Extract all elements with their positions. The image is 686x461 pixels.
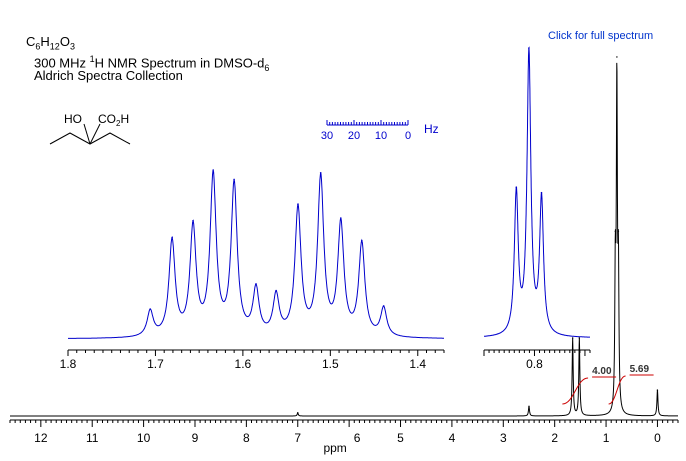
main-peak-0 [297, 412, 299, 414]
main-tick-label: 1 [603, 431, 610, 445]
main-x-axis-label: ppm [323, 441, 346, 455]
hz-scale-label: 30 [321, 130, 333, 142]
expansion-methyl-trace [484, 46, 590, 338]
structure-ho-label: HO [64, 112, 82, 126]
full-spectrum-link[interactable]: Click for full spectrum [548, 30, 654, 42]
main-tick-label: 9 [192, 431, 199, 445]
expansion-methylene-peak-1 [171, 236, 173, 239]
expansion-methylene-peak-4 [233, 178, 235, 181]
expansion-methylene-peak-2 [192, 220, 194, 222]
main-tick-label: 5 [397, 431, 404, 445]
expansion-methylene-tick-label: 1.6 [235, 357, 252, 371]
main-peak-6 [617, 230, 620, 232]
main-peak-2 [572, 337, 574, 339]
hz-scale: 30 20 10 0 Hz [321, 120, 439, 142]
hz-scale-label: 0 [405, 130, 411, 142]
expansion-methylene-trace [68, 170, 444, 339]
expansion-methylene-tick-label: 1.7 [147, 357, 164, 371]
main-tick-label: 0 [654, 431, 661, 445]
main-tick-label: 6 [354, 431, 361, 445]
structure-cooh-label: CO2H [98, 112, 129, 128]
main-tick-label: 12 [34, 431, 48, 445]
hz-scale-label: 10 [375, 130, 387, 142]
expansion-methyl-tick-label: 0.8 [526, 357, 543, 371]
expansion-methyl-peak-1 [528, 47, 530, 49]
main-peak-5 [616, 56, 618, 58]
main-spectrum-trace [10, 62, 678, 417]
integral-label-1: 5.69 [630, 364, 650, 375]
molecular-formula: C6H12O3 [26, 34, 75, 52]
integral-label-0: 4.00 [592, 366, 612, 377]
expansion-methylene-peak-6 [275, 289, 277, 292]
expansion-methyl: 0.8 [483, 46, 591, 371]
expansion-methylene-peak-10 [361, 239, 363, 242]
expansion-methylene-peak-3 [212, 169, 214, 171]
integral-curve-0 [562, 377, 589, 405]
expansion-methylene-tick-label: 1.8 [60, 357, 77, 371]
molecule-structure [49, 123, 131, 145]
main-peak-4 [614, 230, 616, 232]
expansion-methylene-tick-label: 1.5 [322, 357, 339, 371]
main-tick-label: 3 [500, 431, 507, 445]
expansion-methylene-peak-5 [255, 283, 257, 285]
main-tick-label: 8 [243, 431, 250, 445]
expansion-methylene-tick-label: 1.4 [409, 357, 426, 371]
expansion-methylene-peak-0 [149, 308, 151, 310]
expansion-methyl-peak-2 [540, 191, 543, 194]
main-tick-label: 2 [551, 431, 558, 445]
integral-curve-1 [608, 375, 626, 405]
main-peak-7 [656, 389, 659, 391]
main-peak-3 [578, 337, 580, 339]
structure-oh-bond [83, 123, 91, 145]
main-tick-label: 11 [86, 431, 99, 445]
main-tick-label: 7 [294, 431, 301, 445]
collection-name: Aldrich Spectra Collection [34, 68, 183, 83]
main-tick-label: 10 [137, 431, 151, 445]
expansion-methylene-peak-9 [340, 217, 342, 219]
expansion-methylene-peak-8 [319, 172, 322, 174]
main-peak-1 [528, 405, 530, 407]
expansion-methylene-peak-7 [297, 203, 299, 205]
expansion-methylene-peak-11 [382, 305, 385, 307]
expansion-methyl-peak-0 [515, 186, 518, 188]
hz-scale-label: 20 [348, 130, 360, 142]
expansion-methylene: 1.8 1.7 1.6 1.5 1.4 [60, 169, 445, 371]
main-tick-label: 4 [449, 431, 456, 445]
hz-unit-label: Hz [424, 122, 439, 136]
structure-cooh-bond [89, 123, 101, 145]
spectrum-title: 300 MHz 1H NMR Spectrum in DMSO-d6 [34, 54, 270, 73]
